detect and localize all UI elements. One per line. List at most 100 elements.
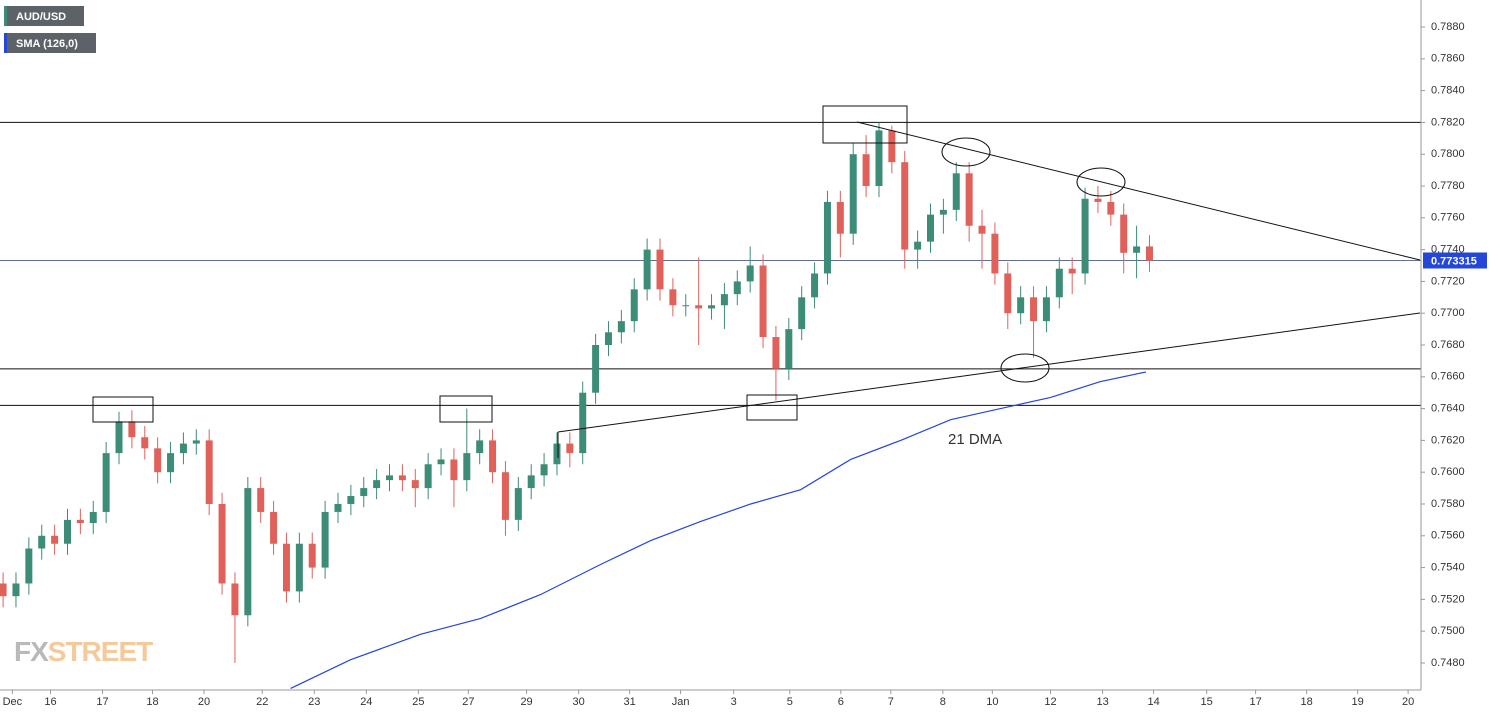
legend-swatch (4, 6, 7, 26)
candle-body (965, 173, 973, 226)
candle-body (1081, 198, 1089, 274)
axes: 0.7480 0.7500 0.7520 0.7540 0.7560 0.7580 0.76… (3, 21, 1487, 708)
x-tick-label: 31 (623, 696, 635, 708)
candle-body (785, 329, 793, 369)
candle-body (1107, 201, 1115, 215)
legend-swatch (4, 33, 7, 53)
candle-body (772, 337, 780, 369)
watermark-fx: FX (14, 636, 49, 667)
candle-body (192, 440, 200, 444)
candle-body (321, 511, 329, 568)
trend-line (856, 121, 1421, 261)
candle-body (141, 437, 149, 449)
candle-body (914, 241, 922, 250)
candle-body (1017, 297, 1025, 314)
y-tick-label: 0.7720 (1431, 275, 1465, 287)
x-tick-label: 17 (96, 696, 108, 708)
candle-body (643, 249, 651, 290)
watermark: FXSTREET (14, 636, 153, 667)
x-tick-label: 8 (940, 696, 946, 708)
x-tick-label: 12 (1044, 696, 1056, 708)
candle-body (489, 440, 497, 473)
candle-body (1133, 246, 1141, 253)
box (822, 105, 908, 144)
candle-body (862, 154, 870, 187)
candle-body (12, 583, 20, 597)
candle-body (836, 201, 844, 234)
x-tick-label: 18 (146, 696, 158, 708)
last-price-box (1423, 252, 1487, 269)
x-tick-label: 18 (1300, 696, 1312, 708)
y-tick-label: 0.7700 (1431, 307, 1465, 319)
candle-body (553, 443, 561, 465)
y-tick-label: 0.7480 (1431, 657, 1465, 669)
x-tick-label: 29 (520, 696, 532, 708)
x-tick-label: 14 (1147, 696, 1159, 708)
candle-body (527, 475, 535, 489)
annotation: 21 DMA (948, 431, 1002, 448)
candle-body (823, 201, 831, 274)
x-tick-label: 30 (572, 696, 584, 708)
candle-body (592, 345, 600, 393)
candle-body (0, 583, 7, 597)
plot (0, 121, 1421, 689)
y-tick-label: 0.7680 (1431, 339, 1465, 351)
candle-body (398, 475, 406, 481)
watermark-street: STREET (48, 636, 153, 667)
candle-body (875, 130, 883, 187)
candle-body (424, 464, 432, 489)
candle-body (1030, 297, 1038, 322)
x-tick-label: 7 (888, 696, 894, 708)
box (746, 394, 798, 421)
circle (941, 137, 991, 167)
y-tick-label: 0.7640 (1431, 403, 1465, 415)
candle-body (566, 443, 574, 454)
candle-body (991, 233, 999, 274)
candle-body (360, 488, 368, 497)
candle-body (411, 480, 419, 489)
candle-body (89, 511, 97, 524)
y-tick-label: 0.7560 (1431, 530, 1465, 542)
candle-body (604, 332, 612, 345)
candle-body (514, 488, 522, 520)
x-tick-label: 16 (44, 696, 56, 708)
candle-body (1145, 246, 1153, 261)
x-tick-label: 20 (198, 696, 210, 708)
legend-box (4, 33, 96, 53)
candle-body (25, 548, 33, 584)
candle-body (218, 503, 226, 584)
candle-body (630, 289, 638, 322)
circle (1000, 353, 1050, 383)
x-tick-label: Dec (3, 696, 23, 708)
candle-body (51, 535, 59, 544)
candle-body (63, 519, 71, 544)
y-tick-label: 0.7520 (1431, 593, 1465, 605)
candle-body (128, 421, 136, 438)
candle-body (759, 265, 767, 338)
x-tick-label: 23 (308, 696, 320, 708)
candle-body (952, 173, 960, 210)
x-tick-label: 25 (412, 696, 424, 708)
candle-body (1120, 214, 1128, 253)
y-tick-label: 0.7880 (1431, 21, 1465, 33)
y-tick-label: 0.7780 (1431, 180, 1465, 192)
box (92, 396, 154, 423)
trend-line (557, 312, 1421, 433)
candle-body (437, 459, 445, 465)
x-tick-label: 22 (256, 696, 268, 708)
candle-body (115, 421, 123, 454)
candle-body (720, 294, 728, 306)
candle-body (669, 289, 677, 306)
candle-body (656, 249, 664, 290)
candle-body (746, 265, 754, 282)
candle-body (540, 464, 548, 476)
candle-body (579, 392, 587, 454)
candle-body (888, 130, 896, 163)
candle-body (1094, 198, 1102, 202)
candle-body (811, 273, 819, 298)
x-tick-label: 10 (986, 696, 998, 708)
candle-body (708, 305, 716, 309)
legend-label: AUD/USD (16, 11, 66, 23)
legend-box (4, 6, 84, 26)
